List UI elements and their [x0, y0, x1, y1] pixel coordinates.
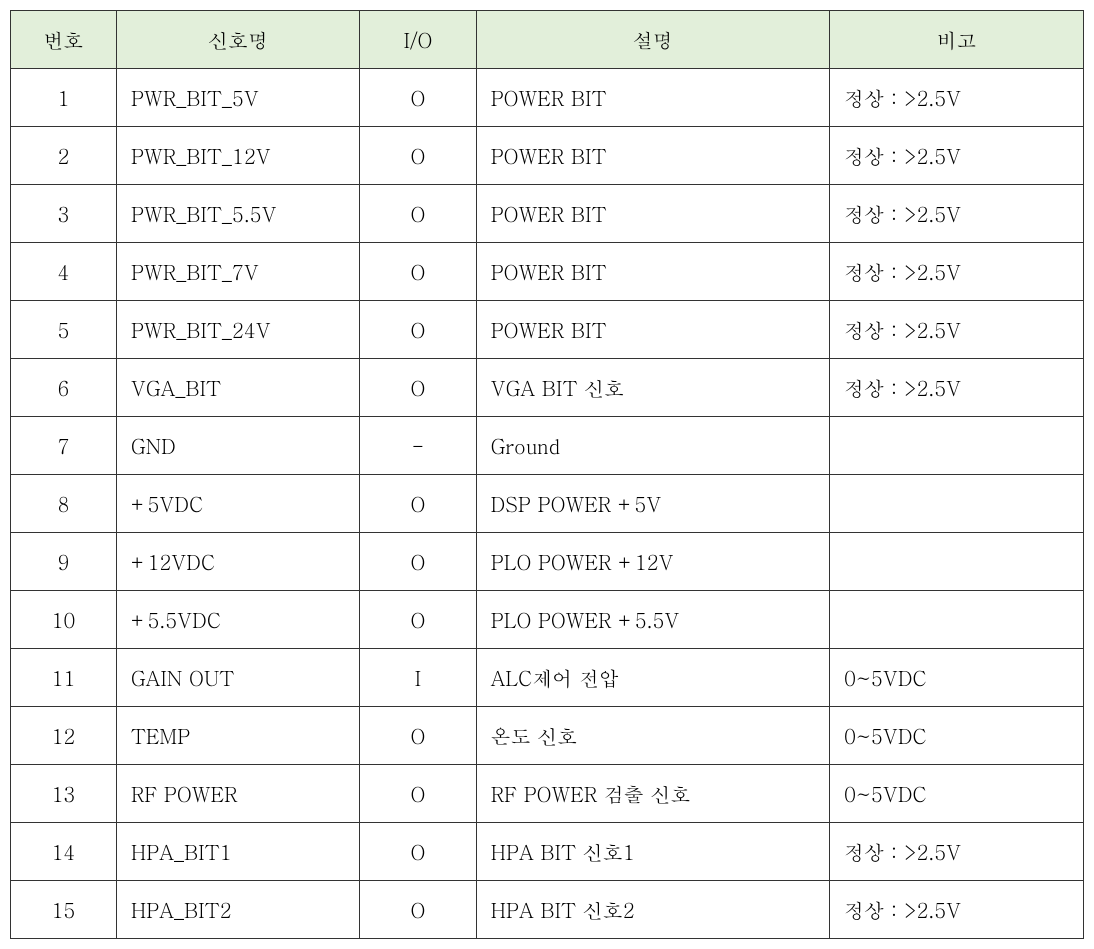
cell-num: 12: [11, 707, 117, 765]
cell-note: 정상 : >2.5V: [830, 127, 1084, 185]
table-row: 4 PWR_BIT_7V O POWER BIT 정상 : >2.5V: [11, 243, 1084, 301]
header-num: 번호: [11, 11, 117, 69]
cell-signal: HPA_BIT2: [116, 881, 359, 939]
cell-note: 정상 : >2.5V: [830, 881, 1084, 939]
cell-num: 8: [11, 475, 117, 533]
cell-num: 6: [11, 359, 117, 417]
cell-io: O: [360, 243, 476, 301]
cell-signal: TEMP: [116, 707, 359, 765]
cell-desc: ALC제어 전압: [476, 649, 829, 707]
cell-desc: PLO POWER +5.5V: [476, 591, 829, 649]
cell-num: 4: [11, 243, 117, 301]
cell-desc: HPA BIT 신호2: [476, 881, 829, 939]
cell-signal: PWR_BIT_7V: [116, 243, 359, 301]
cell-note: [830, 533, 1084, 591]
cell-note: 정상 : >2.5V: [830, 185, 1084, 243]
cell-desc: PLO POWER +12V: [476, 533, 829, 591]
cell-num: 2: [11, 127, 117, 185]
cell-note: 정상 : >2.5V: [830, 359, 1084, 417]
table-row: 7 GND - Ground: [11, 417, 1084, 475]
cell-note: [830, 417, 1084, 475]
cell-desc: POWER BIT: [476, 69, 829, 127]
cell-io: O: [360, 69, 476, 127]
cell-signal: PWR_BIT_24V: [116, 301, 359, 359]
table-row: 15 HPA_BIT2 O HPA BIT 신호2 정상 : >2.5V: [11, 881, 1084, 939]
cell-desc: POWER BIT: [476, 301, 829, 359]
cell-io: O: [360, 765, 476, 823]
header-signal: 신호명: [116, 11, 359, 69]
cell-note: 0~5VDC: [830, 707, 1084, 765]
cell-note: 0~5VDC: [830, 649, 1084, 707]
header-io: I/O: [360, 11, 476, 69]
cell-desc: POWER BIT: [476, 185, 829, 243]
table-row: 10 +5.5VDC O PLO POWER +5.5V: [11, 591, 1084, 649]
table-row: 8 +5VDC O DSP POWER +5V: [11, 475, 1084, 533]
cell-num: 9: [11, 533, 117, 591]
cell-io: O: [360, 475, 476, 533]
cell-num: 10: [11, 591, 117, 649]
cell-io: I: [360, 649, 476, 707]
cell-num: 11: [11, 649, 117, 707]
cell-desc: POWER BIT: [476, 127, 829, 185]
cell-signal: PWR_BIT_12V: [116, 127, 359, 185]
cell-note: 정상 : >2.5V: [830, 301, 1084, 359]
table-row: 13 RF POWER O RF POWER 검출 신호 0~5VDC: [11, 765, 1084, 823]
cell-note: [830, 475, 1084, 533]
signal-table: 번호 신호명 I/O 설명 비고 1 PWR_BIT_5V O POWER BI…: [10, 10, 1084, 939]
cell-num: 15: [11, 881, 117, 939]
cell-desc: RF POWER 검출 신호: [476, 765, 829, 823]
cell-num: 13: [11, 765, 117, 823]
table-row: 11 GAIN OUT I ALC제어 전압 0~5VDC: [11, 649, 1084, 707]
cell-io: O: [360, 533, 476, 591]
cell-desc: DSP POWER +5V: [476, 475, 829, 533]
header-note: 비고: [830, 11, 1084, 69]
cell-signal: GAIN OUT: [116, 649, 359, 707]
cell-signal: GND: [116, 417, 359, 475]
table-row: 12 TEMP O 온도 신호 0~5VDC: [11, 707, 1084, 765]
table-row: 6 VGA_BIT O VGA BIT 신호 정상 : >2.5V: [11, 359, 1084, 417]
cell-num: 14: [11, 823, 117, 881]
cell-num: 5: [11, 301, 117, 359]
cell-signal: RF POWER: [116, 765, 359, 823]
cell-signal: HPA_BIT1: [116, 823, 359, 881]
cell-desc: VGA BIT 신호: [476, 359, 829, 417]
table-row: 9 +12VDC O PLO POWER +12V: [11, 533, 1084, 591]
table-row: 5 PWR_BIT_24V O POWER BIT 정상 : >2.5V: [11, 301, 1084, 359]
cell-desc: POWER BIT: [476, 243, 829, 301]
header-desc: 설명: [476, 11, 829, 69]
cell-signal: +5VDC: [116, 475, 359, 533]
table-row: 3 PWR_BIT_5.5V O POWER BIT 정상 : >2.5V: [11, 185, 1084, 243]
cell-signal: +5.5VDC: [116, 591, 359, 649]
cell-note: 정상 : >2.5V: [830, 69, 1084, 127]
cell-num: 1: [11, 69, 117, 127]
cell-num: 7: [11, 417, 117, 475]
cell-note: 정상 : >2.5V: [830, 823, 1084, 881]
cell-io: O: [360, 881, 476, 939]
cell-io: O: [360, 185, 476, 243]
table-body: 1 PWR_BIT_5V O POWER BIT 정상 : >2.5V 2 PW…: [11, 69, 1084, 939]
table-row: 1 PWR_BIT_5V O POWER BIT 정상 : >2.5V: [11, 69, 1084, 127]
cell-note: 0~5VDC: [830, 765, 1084, 823]
cell-num: 3: [11, 185, 117, 243]
cell-desc: HPA BIT 신호1: [476, 823, 829, 881]
cell-signal: PWR_BIT_5.5V: [116, 185, 359, 243]
cell-signal: +12VDC: [116, 533, 359, 591]
cell-io: O: [360, 127, 476, 185]
cell-io: O: [360, 823, 476, 881]
cell-signal: VGA_BIT: [116, 359, 359, 417]
cell-io: O: [360, 707, 476, 765]
cell-note: [830, 591, 1084, 649]
cell-io: O: [360, 591, 476, 649]
table-row: 14 HPA_BIT1 O HPA BIT 신호1 정상 : >2.5V: [11, 823, 1084, 881]
cell-desc: 온도 신호: [476, 707, 829, 765]
cell-io: O: [360, 301, 476, 359]
cell-note: 정상 : >2.5V: [830, 243, 1084, 301]
table-header-row: 번호 신호명 I/O 설명 비고: [11, 11, 1084, 69]
cell-signal: PWR_BIT_5V: [116, 69, 359, 127]
cell-io: -: [360, 417, 476, 475]
table-row: 2 PWR_BIT_12V O POWER BIT 정상 : >2.5V: [11, 127, 1084, 185]
cell-io: O: [360, 359, 476, 417]
cell-desc: Ground: [476, 417, 829, 475]
